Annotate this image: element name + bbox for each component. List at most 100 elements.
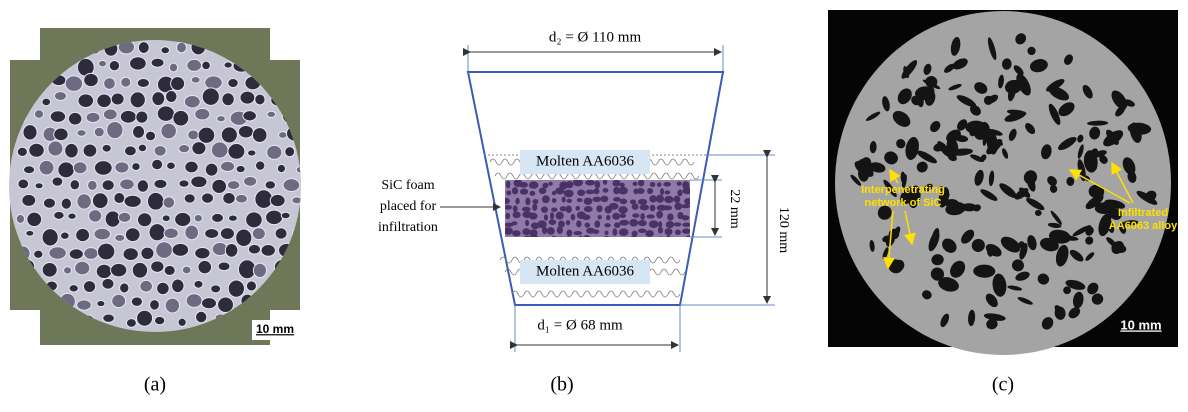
pore — [658, 221, 662, 227]
pore — [137, 78, 149, 87]
pore — [609, 203, 619, 210]
pore — [539, 188, 547, 195]
pore — [541, 206, 548, 213]
pore — [583, 235, 591, 242]
pore — [137, 213, 151, 227]
pore — [556, 237, 565, 243]
pore — [49, 247, 67, 260]
pore — [244, 176, 257, 186]
pore — [118, 212, 130, 222]
pore — [172, 243, 189, 256]
pore — [191, 176, 207, 188]
pore — [212, 179, 227, 193]
pore — [277, 164, 285, 172]
pore — [275, 228, 287, 239]
pore — [645, 230, 654, 237]
pore — [542, 183, 548, 189]
pore — [667, 213, 674, 220]
pore — [154, 316, 164, 324]
pore — [217, 116, 226, 122]
pore — [619, 220, 629, 226]
pore — [138, 144, 147, 152]
pore — [566, 181, 574, 188]
pore — [522, 228, 530, 235]
annotation: AA6063 alloy — [1109, 220, 1178, 232]
pore — [618, 206, 627, 214]
pore — [659, 237, 664, 242]
pore — [54, 128, 68, 141]
pore — [544, 214, 548, 220]
pore — [185, 225, 199, 240]
pore — [151, 261, 164, 273]
pore — [177, 42, 187, 53]
pore — [115, 162, 129, 173]
pore — [228, 144, 245, 160]
pore — [48, 141, 63, 156]
annotation: Interpenetrating — [861, 184, 945, 196]
pore — [102, 278, 114, 289]
pore — [638, 199, 647, 205]
pore — [130, 57, 147, 70]
pore — [131, 297, 142, 307]
pore — [75, 261, 90, 275]
pore — [285, 147, 295, 157]
pore — [88, 180, 98, 190]
pore — [228, 280, 244, 297]
pore — [612, 228, 617, 235]
pore — [184, 96, 200, 108]
pore — [646, 214, 654, 218]
pore — [94, 161, 112, 176]
pore — [205, 163, 218, 176]
pore — [664, 196, 674, 203]
pore — [505, 213, 510, 219]
pore — [267, 145, 282, 159]
pore — [657, 182, 662, 186]
pore — [175, 212, 191, 226]
pore — [673, 196, 680, 203]
pore — [69, 249, 83, 260]
pore — [640, 213, 645, 220]
pore — [673, 222, 681, 226]
scale-bar: 10 mm — [1120, 317, 1161, 332]
pore — [98, 243, 115, 260]
pore — [238, 125, 253, 138]
pore — [593, 188, 599, 194]
figure: 10 mm (a) d₂ = Ø 110 mm Molten AA6036 Mo… — [0, 0, 1188, 407]
pore — [42, 229, 58, 246]
pore — [573, 178, 583, 186]
pore — [130, 92, 145, 108]
pore — [73, 162, 87, 174]
pore — [660, 188, 664, 195]
annotation: Infiltrated — [1118, 207, 1168, 219]
pore — [120, 283, 129, 293]
pore — [184, 194, 195, 203]
pore — [579, 236, 583, 241]
pore — [552, 198, 557, 203]
pore — [515, 198, 519, 205]
pore — [520, 189, 528, 195]
pore — [604, 230, 608, 235]
pore — [684, 198, 692, 205]
pore — [133, 126, 145, 139]
pore — [195, 248, 210, 259]
panel-label: (a) — [144, 374, 166, 396]
pore — [261, 245, 275, 257]
annotation: network of SiC — [864, 197, 941, 209]
pore — [201, 298, 216, 309]
pore — [212, 213, 224, 222]
pore — [265, 181, 275, 189]
pore — [236, 229, 252, 247]
pore — [529, 181, 539, 188]
pore — [585, 223, 591, 228]
pore — [132, 262, 147, 278]
pore — [597, 238, 602, 242]
pore — [77, 300, 92, 310]
pore — [504, 205, 512, 210]
pore — [246, 281, 256, 291]
pore — [560, 206, 567, 211]
pore — [633, 182, 638, 186]
pore — [154, 145, 166, 156]
pore — [126, 319, 136, 328]
pore — [649, 220, 659, 228]
pore — [227, 181, 240, 190]
